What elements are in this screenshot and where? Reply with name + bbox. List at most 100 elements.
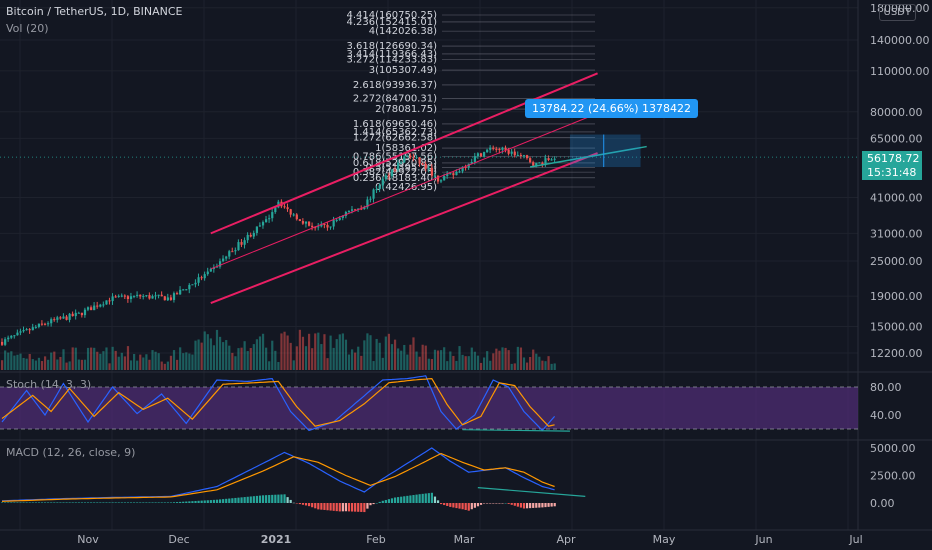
macd-histogram-bar [452,503,455,508]
candle-body [443,176,446,181]
volume-bar [274,350,277,370]
volume-bar [323,334,326,370]
candle-body [406,155,409,157]
macd-histogram-bar [393,497,397,503]
candle-body [301,221,305,224]
fib-level-label: 0.5(51395.20) [366,163,438,174]
measure-label[interactable]: 13784.22 (24.66%) 1378422 [525,99,698,118]
candle-body [440,180,443,182]
volume-bar [71,347,74,370]
volume-bar [10,351,13,370]
macd-histogram-bar [126,502,130,503]
macd-histogram-bar [243,497,246,503]
price-axis-label: 140000.00 [870,34,930,47]
fib-level-label: 2.272(84700.31) [353,93,437,104]
volume-bar [145,354,148,370]
volume-bar [415,351,418,370]
candle-body [369,198,372,200]
volume-bar [191,354,194,370]
macd-histogram-bar [136,502,139,503]
candle-body [455,171,458,176]
candle-body [114,296,117,298]
candle-body [529,158,532,163]
volume-bar [77,359,80,370]
candle-body [535,162,538,166]
volume-bar [486,351,489,370]
candle-body [412,157,415,159]
volume-bar [188,353,191,370]
macd-histogram-bar [133,502,136,503]
price-axes[interactable]: 12200.00 15000.00 19000.00 25000.00 31000.00… [870,2,930,510]
macd-histogram-bar [476,503,480,507]
volume-bar [283,331,286,370]
macd-histogram-bar [495,503,498,504]
candle-body [283,206,286,208]
candle-body [160,294,163,297]
volume-bar [390,344,394,370]
macd-histogram-bar [1,502,4,503]
candle-body [525,155,529,159]
fib-level-label: 0.236(48183.40) [353,173,437,184]
volume-bar [105,347,108,370]
volume-bar [412,337,415,370]
macd-histogram-bar [525,503,529,509]
candle-body [274,207,277,213]
macd-histogram-bar [406,495,409,503]
fib-level-label: 1.618(69650.46) [353,119,437,130]
candle-body [68,313,71,320]
volume-bar [142,357,145,370]
candle-body [298,219,301,222]
macd-histogram-bar [295,503,298,504]
macd-histogram-bar [326,503,329,511]
candle-body [25,329,28,331]
macd-legend[interactable]: MACD (12, 26, close, 9) [6,446,136,459]
volume-bar [261,333,265,370]
macd-histogram-bar [249,496,252,503]
macd-histogram-bar [151,502,154,503]
volume-bar [90,347,93,370]
volume-bar [522,357,526,370]
macd-histogram-bar [77,502,80,503]
candle-body [71,313,74,317]
volume-bar [126,346,130,370]
volume-bar [56,359,59,370]
volume-bar [427,358,430,370]
candle-body [102,304,105,306]
macd-histogram-bar [114,502,117,503]
macd-histogram-bar [347,503,351,512]
candle-body [77,312,80,314]
macd-histogram-bar [111,502,114,503]
volume-bar [375,338,378,370]
candle-body [240,242,243,245]
volume-bar [212,345,216,370]
candle-body [43,323,47,325]
candle-body [550,159,553,161]
macd-histogram-bar [535,503,538,508]
candle-body [495,148,498,150]
macd-histogram-bar [277,494,280,503]
macd-histogram-bar [486,503,489,504]
candle-body [148,295,151,299]
chart-title[interactable]: Bitcoin / TetherUS, 1D, BINANCE [6,5,183,18]
macd-histogram-bar [550,503,553,507]
volume-legend[interactable]: Vol (20) [6,22,49,35]
currency-badge[interactable]: USDT [878,4,916,21]
candle-body [179,289,182,295]
fib-level-label: 3.414(119366.43) [346,49,437,60]
candle-body [489,147,492,150]
macd-histogram-bar [160,502,163,503]
candle-body [129,296,133,300]
volume-bar [538,356,541,370]
candle-body [458,171,461,173]
macd-histogram-bar [544,503,547,508]
volume-bar [172,350,176,370]
volume-bar [446,361,449,370]
macd-histogram-bar [366,503,369,509]
candle-body [86,307,90,310]
macd-histogram-bar [268,495,271,503]
time-axis[interactable]: Nov Dec 2021 Feb Mar Apr May Jun Jul [77,533,862,546]
volume-bar [397,348,400,370]
stoch-legend[interactable]: Stoch (14, 3, 3) [6,378,92,391]
macd-histogram-bar [354,503,357,512]
